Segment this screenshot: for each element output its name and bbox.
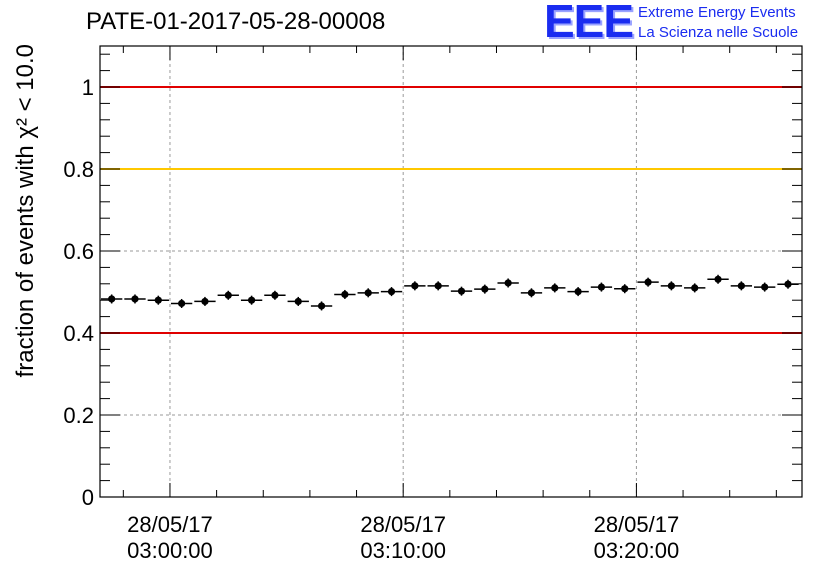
eee-logo: EEE Extreme Energy Events La Scienza nel…: [544, 0, 834, 47]
data-point: [364, 289, 372, 297]
data-point: [737, 282, 745, 290]
data-point: [201, 297, 209, 306]
data-point: [131, 295, 139, 303]
data-point: [341, 290, 349, 299]
y-tick-label: 0.2: [63, 403, 94, 428]
data-point: [621, 285, 629, 293]
data-point: [434, 282, 442, 290]
data-point: [574, 287, 582, 296]
x-tick-label-time: 03:10:00: [360, 538, 446, 563]
y-tick-label: 0.6: [63, 239, 94, 264]
data-point: [271, 291, 279, 299]
data-point: [597, 283, 606, 291]
y-tick-label: 1: [82, 75, 94, 100]
y-tick-label: 0: [82, 485, 94, 510]
data-point: [154, 296, 162, 304]
y-axis-label: fraction of events with χ² < 10.0: [12, 44, 39, 377]
data-point: [527, 289, 536, 297]
data-point: [761, 283, 769, 291]
data-point: [317, 302, 326, 310]
x-tick-label-date: 28/05/17: [127, 512, 213, 537]
y-tick-label: 0.8: [63, 157, 94, 182]
data-point: [411, 282, 419, 290]
data-point: [178, 299, 186, 308]
x-tick-label-time: 03:20:00: [594, 538, 680, 563]
data-point: [481, 285, 489, 293]
x-tick-label-time: 03:00:00: [127, 538, 213, 563]
data-point: [108, 295, 116, 303]
logo-mark: EEE: [544, 0, 634, 47]
data-point: [691, 284, 699, 292]
data-point: [784, 280, 792, 288]
data-point: [247, 296, 256, 304]
data-point: [224, 291, 232, 299]
data-point: [667, 282, 675, 290]
data-point: [504, 279, 512, 287]
data-point: [457, 287, 466, 295]
data-point: [387, 287, 396, 296]
x-tick-label-date: 28/05/17: [594, 512, 680, 537]
plot-area: [100, 46, 802, 497]
logo-line-2: La Scienza nelle Scuole: [638, 24, 799, 41]
y-tick-label: 0.4: [63, 321, 94, 346]
data-point: [644, 278, 652, 286]
chart-title: PATE-01-2017-05-28-00008: [86, 8, 386, 35]
data-point: [714, 275, 722, 283]
data-point: [551, 284, 559, 292]
plot-frame: [99, 45, 803, 498]
logo-line-1: Extreme Energy Events: [638, 4, 796, 21]
data-point: [294, 297, 302, 306]
x-tick-label-date: 28/05/17: [360, 512, 446, 537]
